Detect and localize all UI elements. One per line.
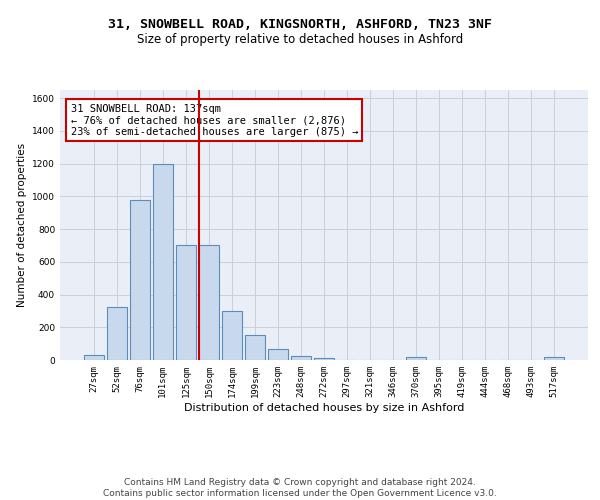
Bar [314,358,334,360]
Bar [544,356,564,360]
Bar [245,336,265,360]
Bar [84,355,104,360]
Text: 31 SNOWBELL ROAD: 137sqm
← 76% of detached houses are smaller (2,876)
23% of sem: 31 SNOWBELL ROAD: 137sqm ← 76% of detach… [71,104,358,136]
Bar [153,164,173,360]
Bar [107,307,127,360]
Text: Contains HM Land Registry data © Crown copyright and database right 2024.
Contai: Contains HM Land Registry data © Crown c… [103,478,497,498]
Bar [222,311,242,360]
Bar [176,246,196,360]
Bar [268,350,288,360]
Text: Size of property relative to detached houses in Ashford: Size of property relative to detached ho… [137,32,463,46]
Bar [199,246,218,360]
Bar [291,356,311,360]
Text: 31, SNOWBELL ROAD, KINGSNORTH, ASHFORD, TN23 3NF: 31, SNOWBELL ROAD, KINGSNORTH, ASHFORD, … [108,18,492,30]
Bar [406,356,426,360]
X-axis label: Distribution of detached houses by size in Ashford: Distribution of detached houses by size … [184,402,464,412]
Bar [130,200,149,360]
Y-axis label: Number of detached properties: Number of detached properties [17,143,26,307]
